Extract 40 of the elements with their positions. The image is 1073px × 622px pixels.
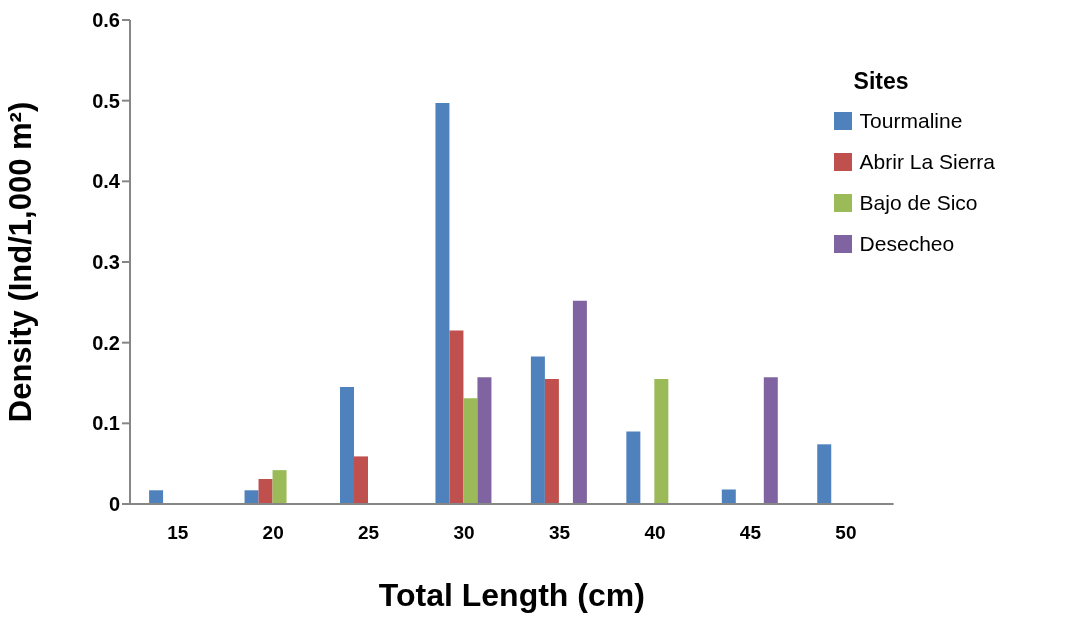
bar: [435, 103, 450, 504]
x-tick-label: 25: [358, 522, 380, 544]
bar: [449, 330, 464, 504]
bar: [272, 470, 287, 504]
x-tick-label: 45: [739, 522, 762, 544]
x-tick-label: 40: [644, 522, 666, 544]
legend-label: Abrir La Sierra: [859, 150, 995, 174]
x-tick-label: 35: [548, 522, 571, 544]
y-tick-label: 0: [108, 493, 120, 516]
bar: [544, 378, 559, 504]
bar: [654, 378, 669, 504]
bar: [626, 431, 641, 504]
y-tick-label: 0.1: [92, 412, 120, 435]
legend-title: Sites: [853, 68, 910, 95]
bar: [149, 490, 164, 504]
y-axis-title: Density (Ind/1,000 m²): [3, 101, 39, 423]
x-tick-label: 15: [167, 522, 189, 544]
y-tick-label: 0.3: [92, 251, 120, 274]
bar: [463, 398, 478, 504]
bar: [353, 456, 368, 504]
legend-label: Bajo de Sico: [859, 191, 978, 215]
bar: [530, 356, 545, 504]
y-tick-label: 0.2: [92, 331, 120, 354]
x-tick-label: 20: [262, 522, 284, 544]
y-tick-label: 0.4: [92, 170, 121, 193]
legend-label: Desecheo: [859, 232, 955, 256]
bar: [817, 444, 832, 504]
bar: [477, 377, 492, 504]
bar: [339, 387, 354, 504]
bar: [721, 489, 736, 504]
x-tick-label: 50: [835, 522, 857, 544]
x-axis-title: Total Length (cm): [378, 577, 645, 613]
x-tick-label: 30: [453, 522, 475, 544]
bar: [244, 490, 259, 504]
legend-label: Tourmaline: [859, 109, 963, 133]
y-tick-label: 0.6: [92, 9, 120, 32]
bar: [572, 300, 587, 504]
bar: [763, 377, 778, 504]
bar: [258, 478, 273, 504]
y-tick-label: 0.5: [92, 89, 120, 112]
